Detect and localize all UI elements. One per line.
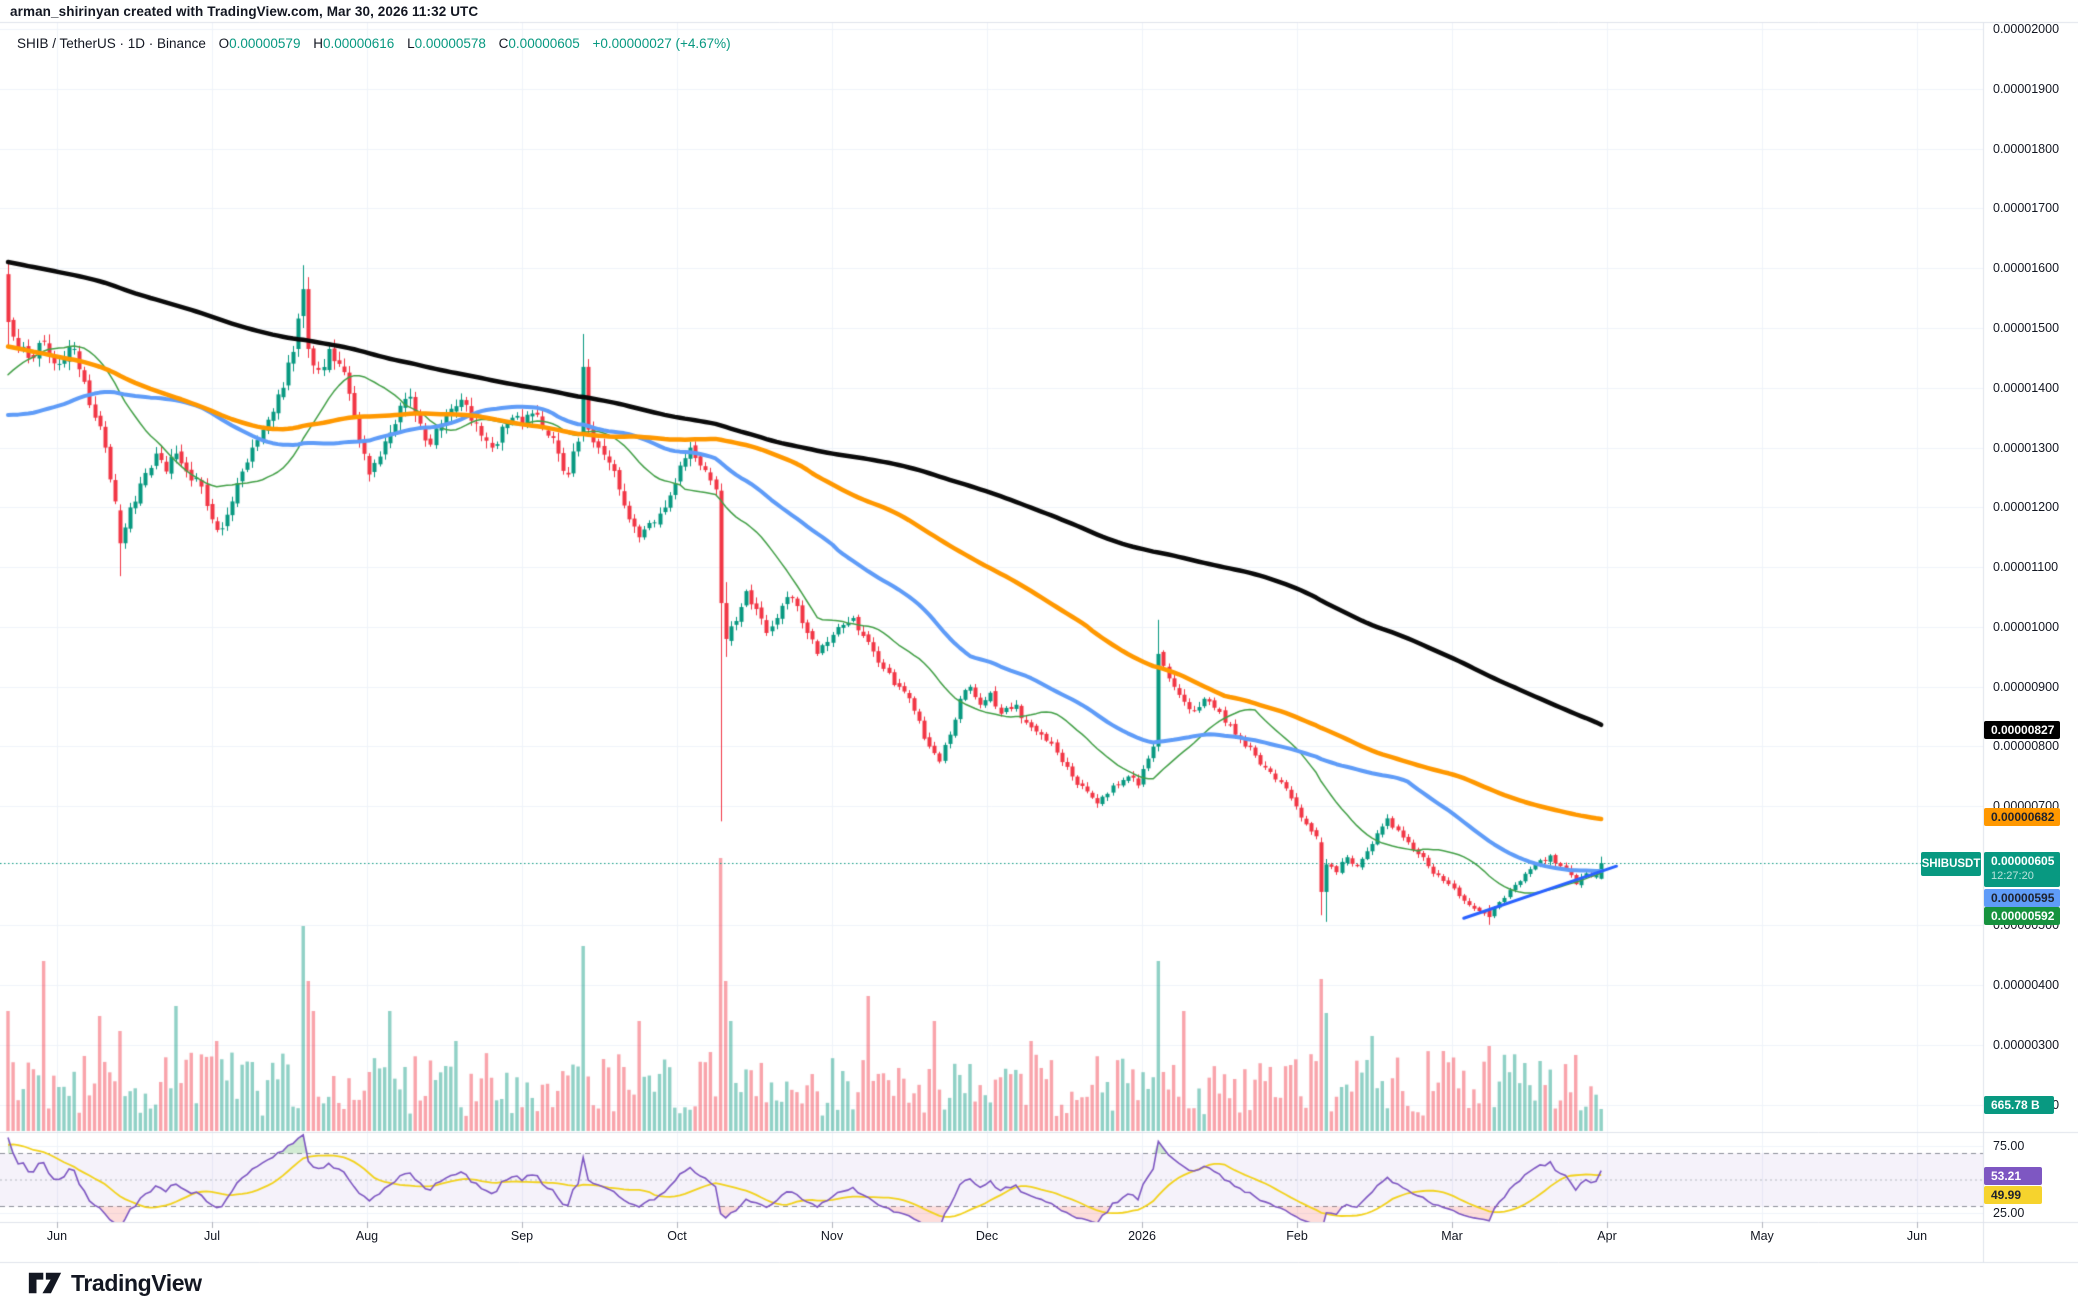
price-tick-label: 0.00000400 [1993, 978, 2060, 992]
time-tick-label: Nov [820, 1229, 844, 1243]
current-price-tag: 0.00000605 12:27:20 [1984, 852, 2060, 887]
rsi-75-label: 75.00 [1993, 1139, 2025, 1153]
sma200-price-tag: 0.00000827 [1984, 721, 2060, 739]
time-tick-label: Feb [1286, 1229, 1308, 1243]
price-tick-label: 0.00000900 [1993, 680, 2060, 694]
sma50-price-tag: 0.00000595 [1984, 889, 2060, 907]
price-tick-label: 0.00001200 [1993, 500, 2060, 514]
sma100-price-tag: 0.00000682 [1984, 808, 2060, 826]
sma20-price-tag: 0.00000592 [1984, 907, 2060, 925]
tradingview-logo-text: TradingView [71, 1269, 202, 1296]
price-tick-label: 0.00001400 [1993, 381, 2060, 395]
time-tick-label: Aug [355, 1229, 379, 1243]
price-tick-label: 0.00000300 [1993, 1038, 2060, 1052]
close-value: 0.00000605 [508, 36, 580, 51]
rsi-ma-value-tag: 49.99 [1984, 1186, 2042, 1204]
low-label: L [407, 36, 415, 51]
volume-tag: 665.78 B [1984, 1096, 2054, 1114]
price-tick-label: 0.00001600 [1993, 261, 2060, 275]
price-tick-label: 0.00001000 [1993, 620, 2060, 634]
time-tick-label: Dec [975, 1229, 999, 1243]
price-tick-label: 0.00001300 [1993, 441, 2060, 455]
rsi-value-tag: 53.21 [1984, 1167, 2042, 1185]
symbol-legend[interactable]: SHIB / TetherUS · 1D · Binance O0.000005… [17, 36, 731, 51]
price-tick-label: 0.00001100 [1993, 560, 2059, 574]
time-tick-label: Oct [667, 1229, 687, 1243]
open-label: O [218, 36, 230, 51]
close-label: C [498, 36, 509, 51]
time-tick-label: Sep [510, 1229, 534, 1243]
low-value: 0.00000578 [414, 36, 486, 51]
symbol-ticker-tag: SHIBUSDT [1921, 852, 1981, 876]
rsi-25-label: 25.00 [1993, 1206, 2025, 1220]
tradingview-logo-icon [28, 1272, 62, 1294]
price-tick-label: 0.00002000 [1993, 22, 2060, 36]
change-value: +0.00000027 (+4.67%) [592, 36, 731, 51]
price-tick-label: 0.00001700 [1993, 201, 2060, 215]
time-tick-label: Mar [1441, 1229, 1463, 1243]
attribution-text: arman_shirinyan created with TradingView… [10, 4, 479, 19]
time-tick-label: Jun [46, 1229, 68, 1243]
high-label: H [313, 36, 323, 51]
time-tick-label: Jun [1906, 1229, 1928, 1243]
price-tick-label: 0.00001500 [1993, 321, 2060, 335]
price-tick-label: 0.00000800 [1993, 739, 2060, 753]
price-tick-label: 0.00001900 [1993, 82, 2060, 96]
time-tick-label: Jul [204, 1229, 220, 1243]
open-value: 0.00000579 [229, 36, 301, 51]
price-tick-label: 0.00001800 [1993, 142, 2060, 156]
tradingview-logo[interactable]: TradingView [28, 1268, 202, 1298]
current-price-value: 0.00000605 [1991, 854, 2055, 868]
time-tick-label: 2026 [1128, 1229, 1156, 1243]
candle-countdown: 12:27:20 [1991, 870, 2034, 882]
high-value: 0.00000616 [322, 36, 395, 51]
time-tick-label: May [1750, 1229, 1774, 1243]
time-tick-label: Apr [1597, 1229, 1617, 1243]
symbol-title[interactable]: SHIB / TetherUS · 1D · Binance [17, 36, 206, 51]
